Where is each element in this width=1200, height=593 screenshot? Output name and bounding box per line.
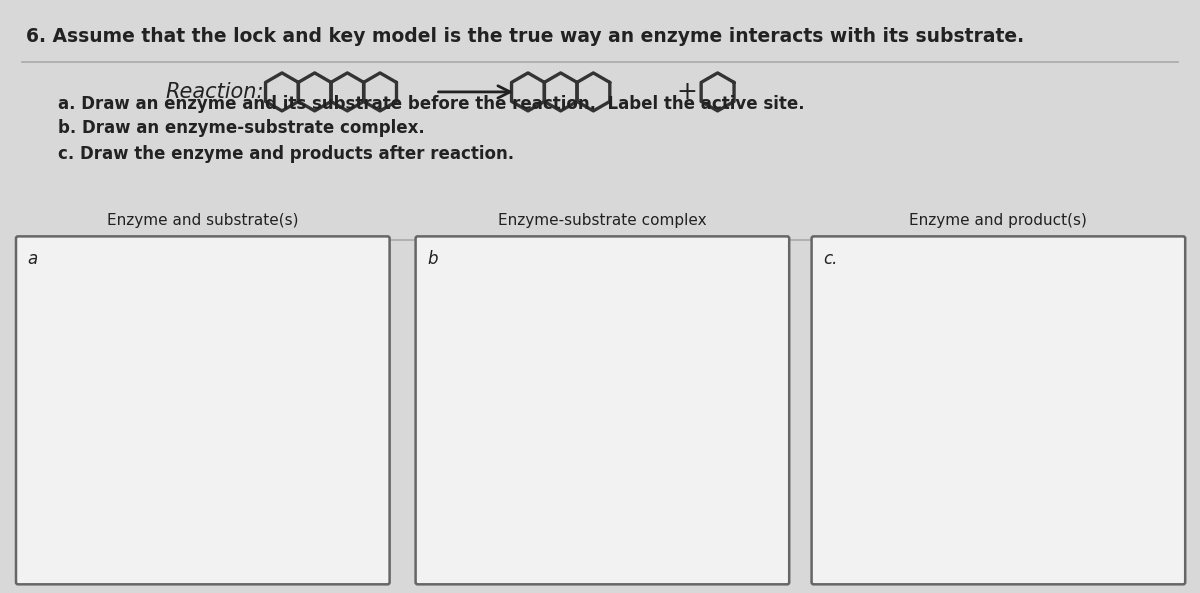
- Text: a: a: [28, 250, 38, 268]
- Text: 6. Assume that the lock and key model is the true way an enzyme interacts with i: 6. Assume that the lock and key model is…: [26, 27, 1025, 46]
- Text: +: +: [676, 80, 697, 104]
- FancyBboxPatch shape: [811, 237, 1186, 584]
- Text: c. Draw the enzyme and products after reaction.: c. Draw the enzyme and products after re…: [58, 145, 514, 163]
- Text: Enzyme-substrate complex: Enzyme-substrate complex: [498, 213, 707, 228]
- Text: b: b: [427, 250, 438, 268]
- Text: Enzyme and substrate(s): Enzyme and substrate(s): [107, 213, 299, 228]
- FancyBboxPatch shape: [16, 237, 390, 584]
- Text: a. Draw an enzyme and its substrate before the reaction.  Label the active site.: a. Draw an enzyme and its substrate befo…: [58, 95, 804, 113]
- Text: b. Draw an enzyme-substrate complex.: b. Draw an enzyme-substrate complex.: [58, 119, 425, 136]
- Text: Reaction:: Reaction:: [166, 82, 264, 102]
- Text: c.: c.: [823, 250, 838, 268]
- FancyBboxPatch shape: [415, 237, 790, 584]
- Text: Enzyme and product(s): Enzyme and product(s): [910, 213, 1087, 228]
